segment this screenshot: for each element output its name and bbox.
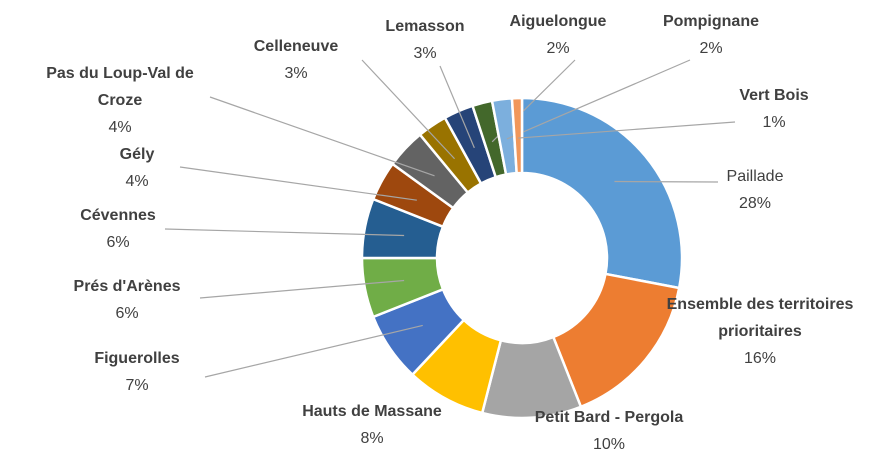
category-label: Figuerolles [94,350,180,367]
data-label: Aiguelongue 2% [488,8,628,62]
value-label: 4% [125,173,149,190]
data-label: Gély 4% [87,141,187,195]
leader-line [439,65,475,149]
data-label: Pompignane 2% [641,8,781,62]
value-label: 8% [360,430,384,447]
value-label: 28% [738,195,772,212]
value-label: 10% [592,436,626,452]
leader-line [518,121,736,139]
category-label: Lemasson [385,18,465,35]
value-label: 2% [546,40,570,57]
data-label: Prés d'Arènes 6% [37,273,217,327]
value-label: 3% [413,45,437,62]
data-label: Paillade 28% [695,163,815,217]
category-label: Petit Bard - Pergola [534,409,684,426]
data-label: Celleneuve 3% [226,33,366,87]
data-label: Figuerolles 7% [57,345,217,399]
data-label: Ensemble des territoires prioritaires 16% [645,291,870,372]
leader-line [506,59,691,140]
value-label: 1% [762,114,786,131]
data-label: Cévennes 6% [38,202,198,256]
category-label: Paillade [726,168,784,185]
data-label: Petit Bard - Pergola 10% [499,404,719,452]
slice [510,96,524,175]
leader-line [204,324,423,378]
category-label: Hauts de Massane [302,403,442,420]
value-label: 7% [125,377,149,394]
value-label: 3% [284,65,308,82]
value-label: 6% [115,305,139,322]
leader-line [209,96,435,177]
category-label: Aiguelongue [509,13,607,30]
value-label: 16% [743,350,777,367]
value-label: 2% [699,40,723,57]
category-label: Vert Bois [739,87,809,104]
category-label: Gély [119,146,155,163]
data-label: Pas du Loup-Val de Croze 4% [25,60,215,141]
leader-line [179,166,417,201]
category-label: Ensemble des territoires prioritaires [666,296,854,340]
value-label: 4% [108,119,132,136]
leader-line [199,279,405,299]
data-label: Hauts de Massane 8% [272,398,472,452]
category-label: Pas du Loup-Val de Croze [46,65,194,109]
leader-line [361,59,455,160]
value-label: 6% [106,234,130,251]
slice [520,96,684,290]
leader-line [164,228,405,237]
category-label: Celleneuve [253,38,339,55]
category-label: Cévennes [80,207,156,224]
category-label: Prés d'Arènes [73,278,181,295]
category-label: Pompignane [662,13,759,30]
data-label: Vert Bois 1% [714,82,834,136]
data-label: Lemasson 3% [365,13,485,67]
